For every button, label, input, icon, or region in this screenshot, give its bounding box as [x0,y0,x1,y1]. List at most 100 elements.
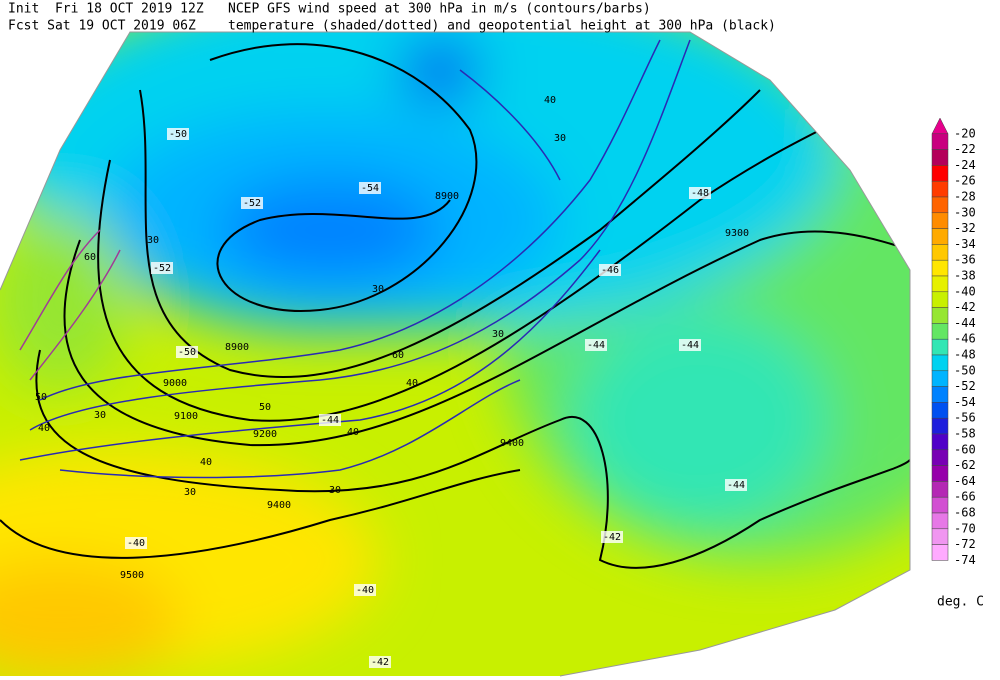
colorbar-label: -46 [954,332,976,346]
height-label: 9400 [267,500,291,511]
wind-label: 30 [184,487,196,498]
height-label: 8900 [435,191,459,202]
colorbar-swatch [931,512,949,530]
temperature-label: -50 [169,129,187,140]
colorbar-swatch [931,117,949,135]
colorbar-swatch [931,149,949,166]
title-line-2: temperature (shaded/dotted) and geopoten… [228,19,776,34]
wind-label: 30 [94,410,106,421]
colorbar-label: -58 [954,427,976,441]
colorbar-label: -36 [954,253,976,267]
height-label: 9400 [500,438,524,449]
colorbar-label: -24 [954,158,976,172]
height-label: 9200 [253,429,277,440]
colorbar-label: -38 [954,269,976,283]
label-background [241,197,263,209]
height-contours [0,43,910,569]
colorbar-label: -74 [954,553,976,567]
colorbar-swatch [931,433,949,451]
colorbar-swatch [931,449,949,466]
colorbar-swatch [931,244,949,261]
wind-label: 40 [38,423,50,434]
label-background [585,339,607,351]
colorbar-swatch [931,196,949,214]
temperature-label: -46 [601,265,619,276]
label-background [176,346,198,358]
colorbar-swatch [931,528,949,545]
init-time: Init Fri 18 OCT 2019 12Z [8,2,204,17]
colorbar-swatch [931,291,949,308]
colorbar-label: -70 [954,521,976,535]
colorbar-swatch [931,180,949,198]
colorbar-swatch [931,386,949,403]
label-background [599,264,621,276]
colorbar-swatch [931,275,949,293]
colorbar-label: -68 [954,506,976,520]
wind-label: 30 [329,485,341,496]
colorbar-label: -42 [954,300,976,314]
wind-label: 40 [544,95,556,106]
temperature-label: -44 [727,480,745,491]
colorbar: -20 -22 -24 -26 -28-30 -32 -34 -36 -38-40 -42 -44 -… [931,117,976,567]
colorbar-swatch [931,465,949,482]
temperature-label: -42 [603,532,621,543]
colorbar-label: -52 [954,379,976,393]
colorbar-swatch [931,370,949,387]
colorbar-swatch [931,212,949,229]
colorbar-swatch [931,307,949,324]
colorbar-label: -20 [954,126,976,140]
wind-label: 40 [406,378,418,389]
colorbar-swatch [931,165,949,182]
colorbar-label: -64 [954,474,976,488]
colorbar-swatch [931,338,949,356]
label-background [369,656,391,668]
colorbar-label: -40 [954,284,976,298]
map-labels: 8900 8900 9000 9100 9200 9300 9400 9400 9500 30 30… [35,95,749,668]
temperature-label: -50 [178,347,196,358]
wind-label: 50 [259,402,271,413]
label-background [725,479,747,491]
colorbar-label: -26 [954,174,976,188]
colorbar-label: -50 [954,363,976,377]
temperature-label: -40 [356,585,374,596]
wind-label: 30 [147,235,159,246]
temperature-label: -44 [587,340,605,351]
colorbar-swatch [931,259,949,277]
temperature-label: -52 [243,198,261,209]
colorbar-label: -62 [954,458,976,472]
colorbar-label: -66 [954,490,976,504]
wind-label: 60 [392,350,404,361]
temperature-label: -48 [691,188,709,199]
wind-label: 40 [200,457,212,468]
temperature-label: -44 [681,340,699,351]
label-background [319,414,341,426]
label-background [679,339,701,351]
colorbar-swatch [931,354,949,372]
label-background [359,182,381,194]
colorbar-swatch [931,133,949,150]
colorbar-label: -32 [954,221,976,235]
colorbar-swatch [931,417,949,435]
temperature-label: -40 [127,538,145,549]
colorbar-label: -28 [954,190,976,204]
label-background [125,537,147,549]
colorbar-swatch [931,228,949,245]
temperature-label: -54 [361,183,379,194]
colorbar-label: -54 [954,395,976,409]
colorbar-label: -30 [954,205,976,219]
colorbar-swatch [931,323,949,340]
wind-label: 50 [35,392,47,403]
height-label: 9300 [725,228,749,239]
title-line-1: NCEP GFS wind speed at 300 hPa in m/s (c… [228,2,651,17]
colorbar-label: -34 [954,237,976,251]
height-label: 9100 [174,411,198,422]
forecast-time: Fcst Sat 19 OCT 2019 06Z [8,19,196,34]
wind-label: 40 [347,427,359,438]
height-label: 9500 [120,570,144,581]
colorbar-swatch [931,496,949,514]
label-background [151,262,173,274]
wind-contours-strong [19,229,121,381]
temperature-label: -42 [371,657,389,668]
